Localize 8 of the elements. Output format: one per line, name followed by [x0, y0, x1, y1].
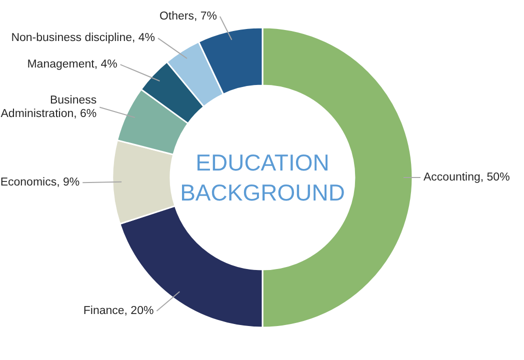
slice-label: Economics, 9% [0, 176, 80, 189]
slice-label: Non-business discipline, 4% [11, 32, 156, 44]
slice-label: Finance, 20% [83, 304, 154, 317]
slice-label: Management, 4% [27, 58, 118, 71]
slice-label: Others, 7% [159, 10, 217, 22]
slice-label: Business Administration, 6% [0, 94, 97, 120]
slice-label: Accounting, 50% [424, 172, 510, 184]
text: EDUCATION BACKGROUND [180, 150, 345, 206]
